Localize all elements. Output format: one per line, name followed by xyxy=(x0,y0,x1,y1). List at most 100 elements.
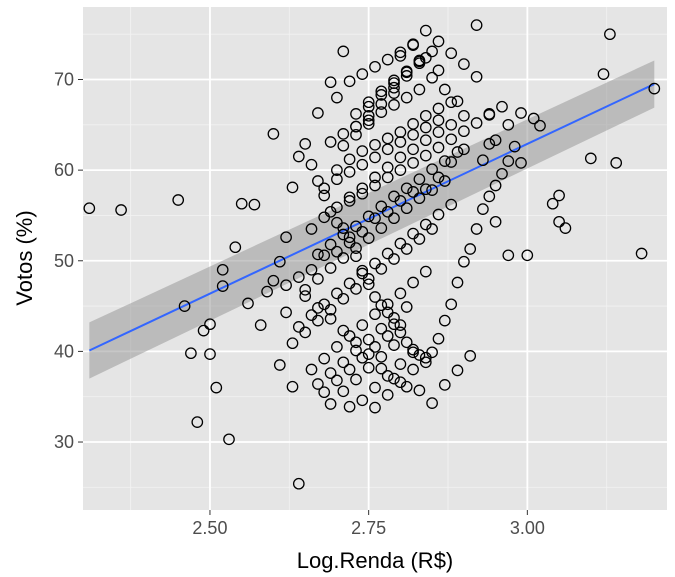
data-point xyxy=(299,138,312,150)
data-point xyxy=(400,70,413,82)
data-point xyxy=(502,249,515,262)
data-point xyxy=(559,222,572,234)
data-point xyxy=(451,276,464,289)
data-point xyxy=(502,155,515,167)
data-point xyxy=(394,287,407,300)
data-point xyxy=(477,154,489,167)
data-point xyxy=(337,228,350,241)
data-point xyxy=(451,95,464,108)
x-tick-label: 3.00 xyxy=(510,518,545,538)
data-point xyxy=(394,136,407,148)
data-point xyxy=(343,400,356,413)
data-point xyxy=(521,249,534,262)
data-point xyxy=(438,175,451,187)
data-point xyxy=(381,389,394,401)
y-tick-label: 70 xyxy=(54,70,74,90)
data-point xyxy=(610,157,623,169)
y-tick-label: 40 xyxy=(54,341,74,361)
data-point xyxy=(400,91,413,104)
data-point xyxy=(312,248,324,261)
data-point xyxy=(426,163,438,176)
data-point xyxy=(413,349,426,361)
data-point xyxy=(483,190,496,203)
data-point xyxy=(280,231,292,244)
data-point xyxy=(400,66,413,79)
data-point xyxy=(432,102,445,115)
data-point xyxy=(375,362,388,375)
data-point xyxy=(464,243,477,255)
data-point xyxy=(343,195,356,207)
data-point xyxy=(292,150,305,163)
data-point xyxy=(216,280,229,292)
data-point xyxy=(426,397,438,409)
data-point xyxy=(413,192,426,205)
data-point xyxy=(438,155,451,167)
data-point xyxy=(413,83,426,96)
data-point xyxy=(400,202,413,215)
data-point xyxy=(324,398,337,410)
data-point xyxy=(388,74,400,87)
data-point xyxy=(445,47,458,60)
data-point xyxy=(331,201,343,214)
data-point xyxy=(419,149,432,162)
data-point xyxy=(388,372,400,385)
data-point xyxy=(413,173,426,186)
data-point xyxy=(489,179,502,192)
data-point xyxy=(419,356,432,369)
data-point xyxy=(280,279,292,292)
data-point xyxy=(419,183,432,196)
data-point xyxy=(343,363,356,376)
data-point xyxy=(362,118,375,130)
data-point xyxy=(248,198,261,211)
data-point xyxy=(400,301,413,313)
data-point xyxy=(324,262,337,274)
data-point xyxy=(350,373,362,386)
data-point xyxy=(381,330,394,342)
data-point xyxy=(407,186,419,198)
data-point xyxy=(318,249,331,262)
data-point xyxy=(483,138,496,150)
data-point xyxy=(331,173,343,186)
data-point xyxy=(419,134,432,147)
data-point xyxy=(337,128,350,140)
data-point xyxy=(369,151,381,164)
data-point xyxy=(318,182,331,195)
data-point xyxy=(515,157,527,169)
data-point xyxy=(331,341,343,353)
data-point xyxy=(280,306,292,319)
data-point xyxy=(356,158,369,171)
data-point xyxy=(356,182,369,195)
x-tick-label: 2.50 xyxy=(192,518,227,538)
data-point xyxy=(172,194,185,206)
data-point xyxy=(388,212,400,225)
data-point xyxy=(445,133,458,146)
data-point xyxy=(343,166,356,178)
data-point xyxy=(235,197,248,210)
data-point xyxy=(445,156,458,168)
data-point xyxy=(312,302,324,314)
data-point xyxy=(432,114,445,127)
x-axis-title: Log.Renda (R$) xyxy=(297,548,454,573)
data-point xyxy=(597,68,610,80)
data-point xyxy=(489,134,502,147)
data-point xyxy=(502,118,515,131)
data-point xyxy=(115,204,127,216)
data-point xyxy=(381,370,394,382)
data-point xyxy=(648,82,661,95)
data-point xyxy=(375,299,388,312)
data-point xyxy=(394,326,407,339)
data-point xyxy=(356,145,369,157)
x-axis-ticks: 2.50 2.75 3.00 xyxy=(192,510,545,538)
data-point xyxy=(350,336,362,349)
data-point xyxy=(324,312,337,325)
data-point xyxy=(286,181,299,194)
data-point xyxy=(369,138,381,151)
data-point xyxy=(223,433,235,446)
data-point xyxy=(312,107,324,119)
data-point xyxy=(413,233,426,245)
data-point xyxy=(337,292,350,305)
data-point xyxy=(267,274,280,287)
data-point xyxy=(432,208,445,221)
data-point xyxy=(553,215,565,228)
data-point xyxy=(381,298,394,311)
